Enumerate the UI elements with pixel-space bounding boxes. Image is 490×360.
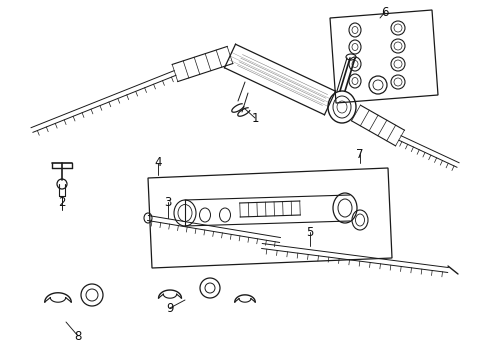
Text: 8: 8 [74, 329, 82, 342]
Text: 5: 5 [306, 225, 314, 238]
Text: 1: 1 [251, 112, 259, 125]
Text: 9: 9 [166, 302, 174, 315]
Text: 7: 7 [356, 148, 364, 161]
Text: 3: 3 [164, 195, 171, 208]
Text: 4: 4 [154, 157, 162, 170]
Text: 2: 2 [58, 195, 66, 208]
Text: 6: 6 [381, 5, 389, 18]
